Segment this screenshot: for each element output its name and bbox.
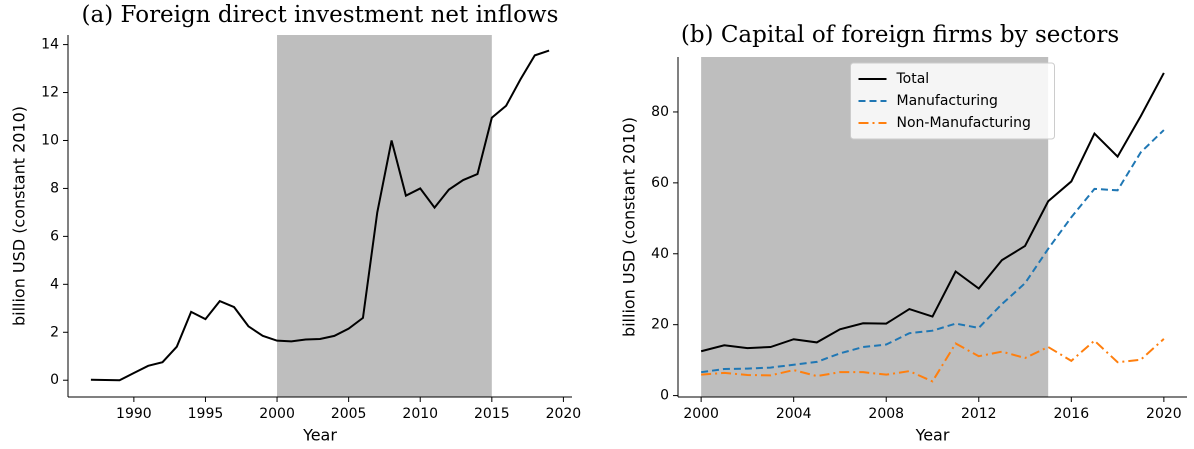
- x-tick-label: 2016: [1053, 406, 1089, 422]
- panel-a: (a) Foreign direct investment net inflow…: [10, 2, 582, 445]
- x-tick-label: 1990: [116, 406, 152, 422]
- x-tick-label: 2000: [683, 406, 719, 422]
- x-tick-label: 2000: [259, 406, 295, 422]
- legend-label: Total: [896, 71, 930, 87]
- y-tick-label: 80: [651, 104, 669, 120]
- x-tick-label: 2008: [868, 406, 904, 422]
- chart-title: (b) Capital of foreign firms by sectors: [681, 22, 1119, 48]
- legend-label: Non-Manufacturing: [897, 115, 1031, 131]
- chart-title: (a) Foreign direct investment net inflow…: [82, 2, 559, 28]
- y-tick-label: 10: [41, 132, 59, 148]
- x-axis-label: Year: [302, 426, 337, 445]
- y-tick-label: 2: [50, 324, 59, 340]
- x-tick-label: 2020: [546, 406, 582, 422]
- y-tick-label: 0: [50, 372, 59, 388]
- series-line: [700, 72, 1165, 353]
- x-tick-label: 2020: [1146, 406, 1182, 422]
- x-tick-label: 2004: [776, 406, 812, 422]
- legend-label: Manufacturing: [897, 93, 998, 109]
- y-tick-label: 8: [50, 180, 59, 196]
- y-tick-label: 20: [651, 317, 669, 333]
- x-tick-label: 2015: [474, 406, 510, 422]
- x-axis-label: Year: [915, 426, 950, 445]
- series-line: [700, 129, 1165, 374]
- y-axis-label: billion USD (constant 2010): [10, 106, 29, 326]
- panel-b: (b) Capital of foreign firms by sectors 0…: [620, 22, 1187, 445]
- x-tick-label: 2012: [961, 406, 997, 422]
- x-tick-label: 1995: [188, 406, 224, 422]
- legend-box: [850, 62, 1055, 140]
- series-line: [701, 338, 1165, 383]
- y-tick-label: 60: [651, 175, 669, 191]
- y-tick-label: 6: [50, 228, 59, 244]
- y-tick-label: 12: [41, 85, 59, 101]
- shaded-span: [277, 35, 492, 397]
- y-tick-label: 40: [651, 246, 669, 262]
- x-tick-label: 2010: [402, 406, 438, 422]
- series-line: [90, 49, 550, 382]
- y-tick-label: 14: [41, 37, 59, 53]
- y-tick-label: 0: [660, 388, 669, 404]
- y-tick-label: 4: [50, 276, 59, 292]
- x-tick-label: 2005: [331, 406, 367, 422]
- y-axis-label: billion USD (constant 2010): [620, 117, 639, 337]
